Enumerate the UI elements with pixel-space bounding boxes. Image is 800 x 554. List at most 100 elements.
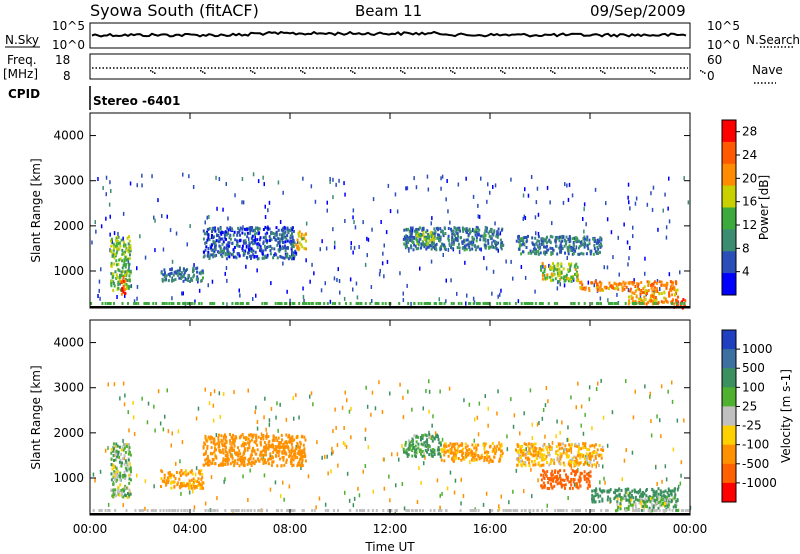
- nave-dip-point: [450, 70, 452, 72]
- echo-region-point: [118, 490, 121, 494]
- ground-band-point: [547, 302, 550, 305]
- freq-left-tick-top: 18: [55, 53, 70, 67]
- colorbar-segment: [722, 482, 736, 503]
- echo-region-point: [631, 503, 634, 507]
- echo-region-point: [110, 237, 113, 241]
- echo-point: [100, 267, 102, 272]
- echo-region-point: [125, 461, 128, 465]
- echo-region-point: [543, 250, 546, 254]
- echo-region-point: [597, 247, 600, 251]
- echo-point: [632, 225, 634, 230]
- echo-point: [122, 503, 124, 508]
- echo-region-point: [254, 226, 257, 230]
- echo-region-point: [210, 461, 213, 465]
- echo-point: [482, 502, 485, 507]
- echo-point: [465, 176, 467, 181]
- echo-region-point: [571, 469, 574, 473]
- echo-region-point: [569, 480, 572, 484]
- echo-region-point: [167, 479, 170, 483]
- echo-region-point: [466, 238, 469, 242]
- echo-point: [119, 281, 121, 286]
- echo-region-point: [463, 244, 466, 248]
- echo-region-point: [204, 434, 207, 438]
- echo-region-point: [418, 450, 421, 453]
- echo-region-point: [568, 460, 571, 463]
- ground-band-point: [134, 509, 137, 512]
- echo-region-point: [559, 235, 561, 239]
- echo-region-point: [220, 253, 223, 257]
- echo-region-point: [559, 452, 562, 456]
- echo-point: [498, 507, 501, 512]
- echo-region-point: [462, 447, 464, 451]
- echo-point: [212, 254, 214, 259]
- echo-region-point: [231, 460, 234, 464]
- ground-band-point: [210, 509, 213, 512]
- ground-band-point: [438, 302, 441, 305]
- echo-point: [477, 432, 480, 437]
- echo-region-point: [426, 246, 429, 250]
- echo-point: [473, 438, 475, 443]
- echo-region-point: [655, 501, 658, 505]
- echo-region-point: [167, 481, 170, 484]
- echo-point: [364, 464, 367, 468]
- echo-region-point: [284, 240, 287, 244]
- echo-point: [480, 176, 482, 181]
- echo-region-point: [550, 458, 553, 462]
- ground-band-point: [224, 509, 227, 512]
- echo-region-point: [641, 290, 644, 294]
- echo-region-point: [178, 276, 181, 280]
- echo-region-point: [663, 290, 666, 294]
- echo-point: [207, 437, 209, 442]
- echo-point: [472, 194, 475, 199]
- freq-label-line2: [MHz]: [3, 67, 38, 81]
- echo-point: [657, 227, 659, 232]
- echo-region-point: [292, 239, 295, 243]
- ground-band-point: [416, 509, 418, 512]
- echo-region-point: [484, 225, 487, 229]
- echo-region-point: [569, 268, 572, 272]
- echo-region-point: [240, 444, 243, 448]
- echo-region-point: [540, 473, 543, 477]
- echo-region-point: [420, 242, 423, 246]
- echo-point: [127, 410, 129, 415]
- ground-band-point: [553, 302, 556, 305]
- echo-region-point: [452, 453, 455, 457]
- echo-region-point: [251, 242, 254, 246]
- echo-region-point: [539, 251, 542, 255]
- echo-point: [562, 200, 565, 205]
- echo-region-point: [596, 453, 599, 457]
- echo-region-point: [516, 463, 519, 467]
- echo-region-point: [285, 237, 288, 241]
- echo-region-point: [121, 279, 124, 283]
- ground-band-point: [433, 302, 436, 305]
- echo-region-point: [263, 256, 266, 260]
- echo-point: [523, 489, 525, 494]
- echo-point: [378, 272, 381, 277]
- echo-region-point: [121, 248, 124, 252]
- echo-region-point: [657, 496, 660, 499]
- echo-region-point: [116, 245, 119, 249]
- echo-point: [508, 500, 510, 505]
- echo-region-point: [428, 433, 431, 436]
- echo-region-point: [275, 226, 278, 230]
- echo-region-point: [568, 245, 570, 249]
- echo-region-point: [455, 456, 458, 460]
- echo-region-point: [576, 444, 579, 448]
- echo-region-point: [438, 233, 441, 237]
- echo-region-point: [546, 275, 549, 279]
- echo-region-point: [226, 462, 229, 466]
- ground-band-point: [570, 302, 573, 305]
- echo-region-point: [250, 464, 253, 467]
- echo-region-point: [124, 263, 127, 267]
- echo-region-point: [572, 480, 575, 484]
- echo-region-point: [550, 447, 552, 451]
- echo-point: [279, 402, 281, 407]
- ground-band-point: [469, 302, 472, 305]
- echo-region-point: [221, 231, 224, 234]
- echo-region-point: [655, 490, 658, 494]
- echo-region-point: [563, 275, 566, 279]
- echo-region-point: [500, 228, 503, 232]
- echo-region-point: [273, 247, 276, 251]
- echo-point: [104, 448, 107, 453]
- echo-region-point: [187, 472, 190, 476]
